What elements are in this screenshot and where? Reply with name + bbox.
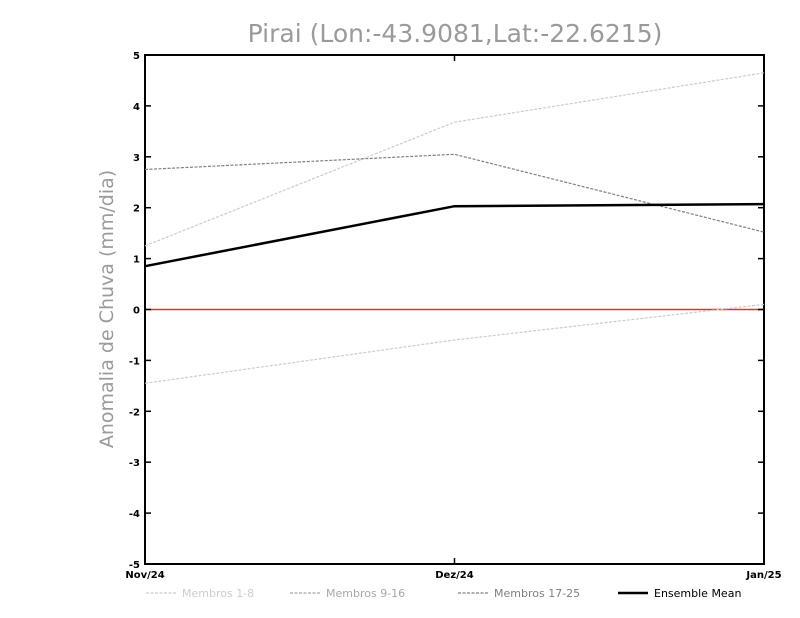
y-tick-label: -4 bbox=[129, 509, 140, 520]
y-tick-label: 4 bbox=[133, 102, 140, 113]
x-tick-label: Dez/24 bbox=[435, 570, 474, 581]
y-tick-label: 3 bbox=[133, 153, 140, 164]
y-axis-ticks: -5 -4 -3 -2 -1 0 1 2 3 4 5 bbox=[129, 51, 764, 571]
plot-area bbox=[144, 54, 765, 565]
series-line-ensemble-mean-4 bbox=[144, 202, 765, 268]
legend-label-ensemble-mean: Ensemble Mean bbox=[654, 587, 741, 600]
legend-label-membros-9-16: Membros 9-16 bbox=[326, 587, 405, 600]
x-tick-label: Jan/25 bbox=[745, 570, 781, 581]
y-tick-label: -1 bbox=[129, 356, 140, 367]
y-tick-label: 0 bbox=[133, 306, 140, 317]
y-tick-label: 5 bbox=[133, 51, 140, 62]
series-line-membros-1-8-1 bbox=[144, 303, 765, 384]
legend-label-membros-17-25: Membros 17-25 bbox=[494, 587, 580, 600]
y-tick-label: -5 bbox=[129, 560, 140, 571]
y-tick-label: -3 bbox=[129, 458, 140, 469]
y-tick-label: 1 bbox=[133, 255, 140, 266]
series-line-membros-17-25-3 bbox=[144, 153, 765, 233]
legend: Membros 1-8 Membros 9-16 Membros 17-25 Ense… bbox=[146, 587, 741, 600]
x-tick-label: Nov/24 bbox=[125, 570, 164, 581]
legend-label-membros-1-8: Membros 1-8 bbox=[182, 587, 254, 600]
chart-title: Pirai (Lon:-43.9081,Lat:-22.6215) bbox=[248, 19, 663, 48]
y-tick-label: -2 bbox=[129, 407, 140, 418]
x-axis-ticks: Nov/24 Dez/24 Jan/25 bbox=[125, 55, 782, 581]
y-axis-label: Anomalia de Chuva (mm/dia) bbox=[96, 170, 118, 448]
series-line-membros-1-8-0 bbox=[144, 72, 765, 247]
y-tick-label: 2 bbox=[133, 204, 140, 215]
